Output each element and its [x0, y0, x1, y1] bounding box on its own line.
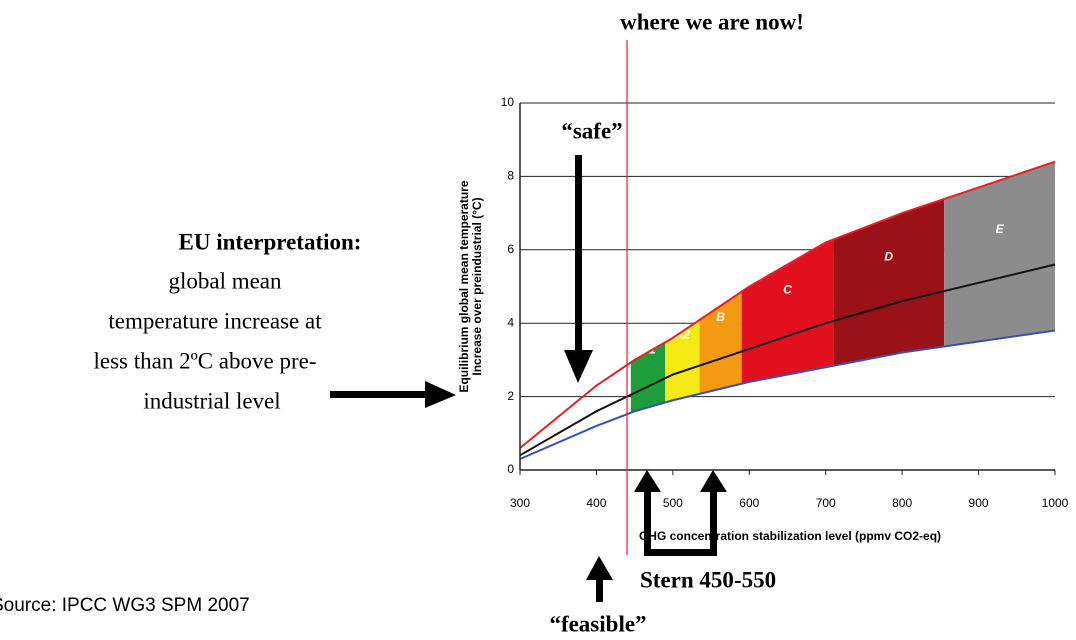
x-axis-label: GHG concentration stabilization level (p… [639, 529, 941, 543]
eu-text: less than 2ºC above pre- [93, 348, 316, 373]
safe-arrow-head [564, 350, 593, 383]
stern-arrow [710, 490, 717, 556]
stern-label: Stern 450-550 [640, 567, 776, 592]
plot: 0 2 4 6 8 10 300 400 500 600 700 800 900 1000 A1 A2 B C D E… [457, 40, 1069, 555]
curve [519, 160, 1056, 449]
band-label: A2 [674, 328, 691, 342]
x-tick-label: 500 [663, 496, 683, 510]
x-tick-label: 800 [892, 496, 912, 510]
safe-arrow [575, 155, 582, 355]
eu-text: temperature increase at [108, 308, 322, 333]
x-tick-label: 900 [969, 496, 989, 510]
y-tick-label: 4 [507, 315, 514, 329]
band-label: D [884, 249, 893, 263]
stern-arrow [644, 490, 651, 556]
safe-label: “safe” [561, 118, 622, 143]
eu-arrow [330, 391, 430, 398]
y-tick-label: 6 [507, 242, 514, 256]
band-label: E [996, 222, 1005, 236]
x-tick-label: 300 [510, 496, 530, 510]
now-label: where we are now! [620, 9, 804, 34]
band [944, 161, 1055, 347]
band [630, 342, 666, 413]
band [741, 239, 834, 384]
feasible-arrow-head [586, 556, 613, 580]
source: Source: IPCC WG3 SPM 2007 [0, 595, 250, 616]
band [699, 291, 742, 394]
band-label: C [783, 282, 792, 296]
eu-text: global mean [168, 268, 282, 293]
arrows [330, 155, 727, 602]
stern-bracket [644, 549, 717, 556]
y-axis-label: Equilibrium global mean temperature [457, 180, 471, 392]
curve [519, 329, 1056, 460]
x-tick-label: 1000 [1042, 496, 1069, 510]
band-label: B [716, 310, 725, 324]
curve [519, 263, 1056, 457]
y-tick-label: 8 [507, 169, 514, 183]
band-label: A1 [639, 343, 656, 357]
band [833, 198, 945, 366]
y-axis-label: Increase over preindustrial (°C) [470, 197, 484, 375]
y-tick-label: 10 [501, 95, 515, 109]
x-tick-label: 400 [586, 496, 606, 510]
feasible-arrow [596, 578, 603, 602]
y-tick-label: 0 [507, 462, 514, 476]
stern-arrow-head [634, 470, 661, 492]
stern-arrow-head [700, 470, 727, 492]
feasible-label: “feasible” [549, 611, 646, 636]
band [665, 319, 700, 403]
y-tick-label: 2 [507, 389, 514, 403]
eu-text: industrial level [143, 388, 280, 413]
x-tick-label: 700 [816, 496, 836, 510]
eu-title: EU interpretation: [179, 229, 362, 254]
eu-arrow-head [425, 381, 456, 408]
x-tick-label: 600 [739, 496, 759, 510]
